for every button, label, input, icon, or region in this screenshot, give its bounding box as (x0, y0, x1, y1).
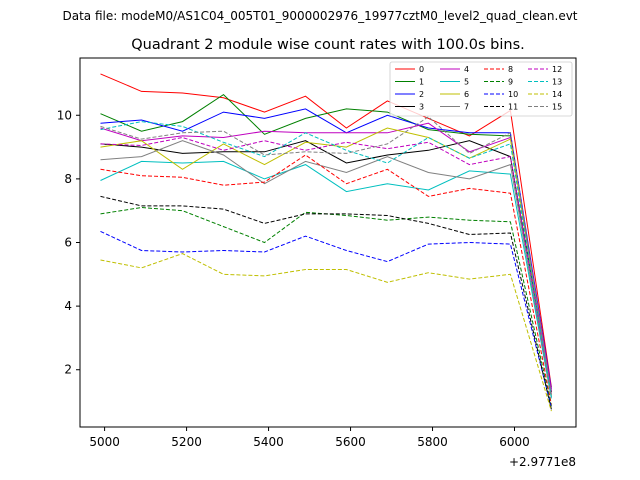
legend-label-11: 11 (508, 103, 518, 112)
x-tick-label: 6000 (499, 435, 530, 449)
legend-label-15: 15 (552, 103, 562, 112)
legend-label-10: 10 (508, 90, 518, 99)
series-line-8 (100, 154, 552, 405)
y-tick-label: 6 (64, 236, 72, 250)
legend-label-7: 7 (464, 103, 469, 112)
series-line-13 (100, 121, 552, 397)
x-tick-label: 5600 (335, 435, 366, 449)
legend-label-4: 4 (464, 65, 469, 74)
x-tick-label: 5200 (171, 435, 202, 449)
series-line-11 (100, 195, 552, 410)
x-tick-label: 5800 (417, 435, 448, 449)
x-tick-label: 5400 (253, 435, 284, 449)
plot-area (79, 57, 577, 428)
chart-title: Quadrant 2 module wise count rates with … (131, 37, 525, 53)
series-line-15 (100, 116, 552, 396)
data-file-caption: Data file: modeM0/AS1C04_005T01_90000029… (62, 9, 577, 23)
legend-label-0: 0 (419, 65, 424, 74)
y-tick-label: 10 (57, 108, 72, 122)
legend-label-13: 13 (552, 78, 562, 87)
series-line-6 (100, 127, 552, 396)
x-tick-label: 5000 (89, 435, 120, 449)
legend-label-3: 3 (419, 103, 424, 112)
series-line-5 (100, 160, 552, 399)
series-line-1 (100, 93, 552, 393)
legend-label-1: 1 (419, 78, 424, 87)
x-axis: 5000 5200 5400 5600 5800 6000 (89, 427, 530, 449)
series-line-10 (100, 230, 552, 409)
y-tick-label: 2 (64, 363, 72, 377)
y-tick-label: 8 (64, 172, 72, 186)
legend-label-5: 5 (464, 78, 469, 87)
legend-label-2: 2 (419, 90, 424, 99)
y-axis: 2 4 6 8 10 (57, 108, 80, 377)
axes-background (80, 58, 576, 427)
x-offset-label: +2.9771e8 (509, 455, 576, 469)
series-line-3 (100, 140, 552, 393)
series-line-14 (100, 253, 552, 412)
series-layer (100, 73, 552, 412)
y-tick-label: 4 (64, 299, 72, 313)
series-line-12 (100, 136, 552, 394)
legend-label-12: 12 (552, 65, 562, 74)
legend-label-8: 8 (508, 65, 513, 74)
series-line-7 (100, 140, 552, 397)
legend-label-14: 14 (552, 90, 562, 99)
series-line-2 (100, 108, 552, 389)
legend-label-6: 6 (464, 90, 469, 99)
series-line-0 (100, 73, 552, 388)
legend-frame (389, 61, 573, 117)
legend-label-9: 9 (508, 78, 513, 87)
